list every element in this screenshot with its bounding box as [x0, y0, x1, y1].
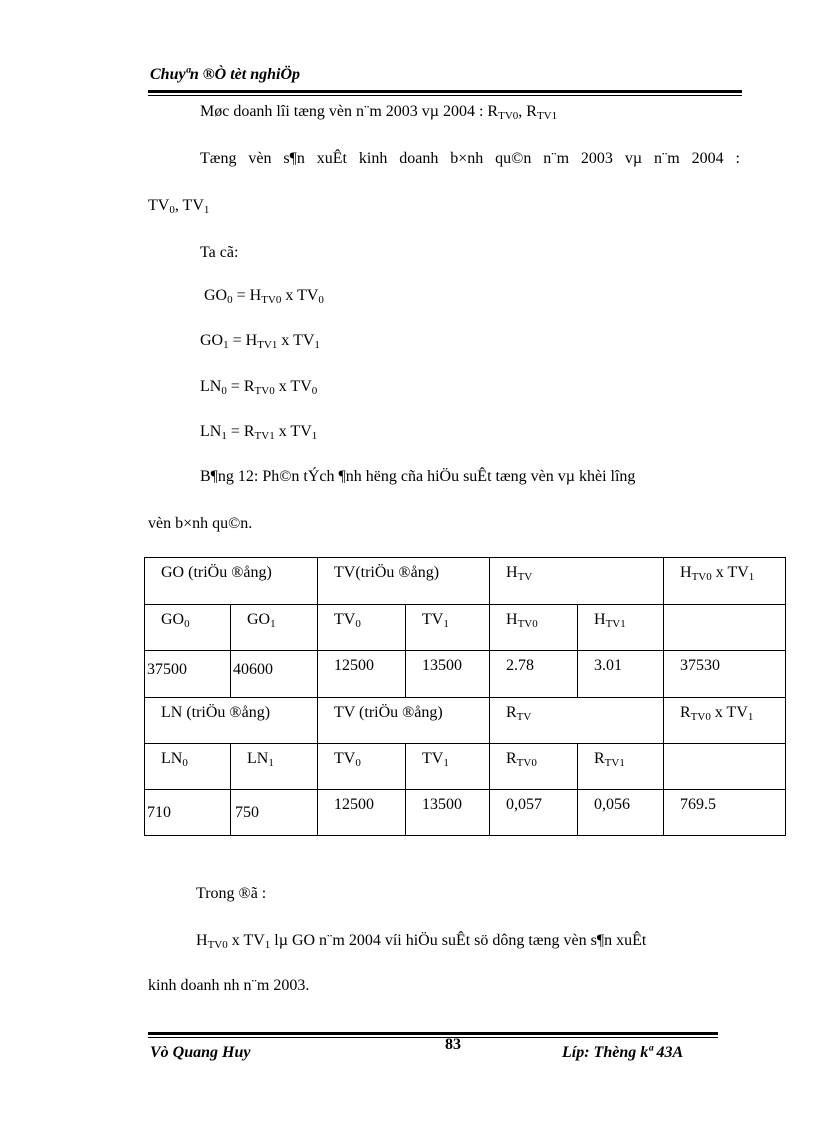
- table-caption: B¶ng 12: Ph©n tÝch ¶nh hëng cña hiÖu suÊ…: [200, 468, 636, 485]
- table-cell: 0,057: [489, 789, 578, 836]
- table-caption: vèn b×nh qu©n.: [148, 515, 253, 532]
- table-cell: 2.78: [489, 650, 578, 698]
- table-subheader-cell: HTV0: [489, 604, 578, 651]
- header-rule-thin: [148, 95, 742, 96]
- footer-author: Vò Quang Huy: [150, 1044, 251, 1061]
- table-header-cell: GO (triÖu ®ång): [144, 557, 318, 605]
- table-cell: 3.01: [577, 650, 664, 698]
- table-subheader-cell: GO1: [230, 604, 318, 651]
- table-subheader-cell: TV1: [405, 604, 490, 651]
- formula: GO1 = HTV1 x TV1: [200, 332, 320, 351]
- paragraph-line: Møc doanh lîi tæng vèn n¨m 2003 vµ 2004 …: [200, 103, 558, 122]
- table-subheader-cell: HTV1: [577, 604, 664, 651]
- formula: LN1 = RTV1 x TV1: [200, 423, 318, 442]
- table-row: 710 750 12500 13500 0,057 0,056 769.5: [144, 789, 786, 836]
- footer-rule: [148, 1032, 718, 1035]
- table-subheader-cell: GO0: [144, 604, 231, 651]
- table-cell: 750: [230, 789, 318, 836]
- table-subheader-cell: TV1: [405, 743, 490, 790]
- formula: LN0 = RTV0 x TV0: [200, 378, 318, 397]
- table-subheader-cell: TV0: [317, 743, 406, 790]
- table-cell: 710: [144, 789, 231, 836]
- paragraph-line: kinh doanh nh n¨m 2003.: [148, 977, 310, 994]
- footer-rule-thin: [148, 1037, 718, 1038]
- table-empty-cell: [663, 604, 786, 651]
- table-cell: 0,056: [577, 789, 664, 836]
- paragraph-line: Trong ®ã :: [196, 885, 267, 902]
- table-empty-cell: [663, 743, 786, 790]
- table-header-cell: RTV: [489, 697, 664, 744]
- table-header-cell: LN (triÖu ®ång): [144, 697, 318, 744]
- table-cell: 40600: [230, 650, 318, 698]
- analysis-table: GO (triÖu ®ång) TV(triÖu ®ång) HTV HTV0 …: [144, 557, 786, 836]
- paragraph-line: TV0, TV1: [148, 197, 210, 216]
- table-cell: 13500: [405, 650, 490, 698]
- table-header-cell: TV(triÖu ®ång): [317, 557, 490, 605]
- header-title: Chuyªn ®Ò tèt nghiÖp: [150, 66, 301, 83]
- paragraph-line: Tæng vèn s¶n xuÊt kinh doanh b×nh qu©n n…: [200, 150, 740, 167]
- header-rule: [148, 90, 742, 93]
- table-subheader-cell: TV0: [317, 604, 406, 651]
- footer-class: Líp: Thèng kª 43A: [562, 1044, 684, 1061]
- table-cell: 37530: [663, 650, 786, 698]
- formula: GO0 = HTV0 x TV0: [204, 287, 324, 306]
- table-subheader-cell: LN1: [230, 743, 318, 790]
- table-cell: 37500: [144, 650, 231, 698]
- page-number: 83: [445, 1036, 461, 1053]
- paragraph-line: Ta cã:: [200, 244, 239, 261]
- table-header-cell: RTV0 x TV1: [663, 697, 786, 744]
- table-header-cell: HTV: [489, 557, 664, 605]
- table-cell: 12500: [317, 789, 406, 836]
- table-subheader-cell: RTV1: [577, 743, 664, 790]
- table-header-cell: TV (triÖu ®ång): [317, 697, 490, 744]
- table-row: 37500 40600 12500 13500 2.78 3.01 37530: [144, 650, 786, 698]
- table-subheader-cell: LN0: [144, 743, 231, 790]
- table-cell: 769.5: [663, 789, 786, 836]
- table-cell: 12500: [317, 650, 406, 698]
- table-subheader-cell: RTV0: [489, 743, 578, 790]
- table-cell: 13500: [405, 789, 490, 836]
- table-header-cell: HTV0 x TV1: [663, 557, 786, 605]
- paragraph-line: HTV0 x TV1 lµ GO n¨m 2004 víi hiÖu suÊt …: [196, 932, 647, 951]
